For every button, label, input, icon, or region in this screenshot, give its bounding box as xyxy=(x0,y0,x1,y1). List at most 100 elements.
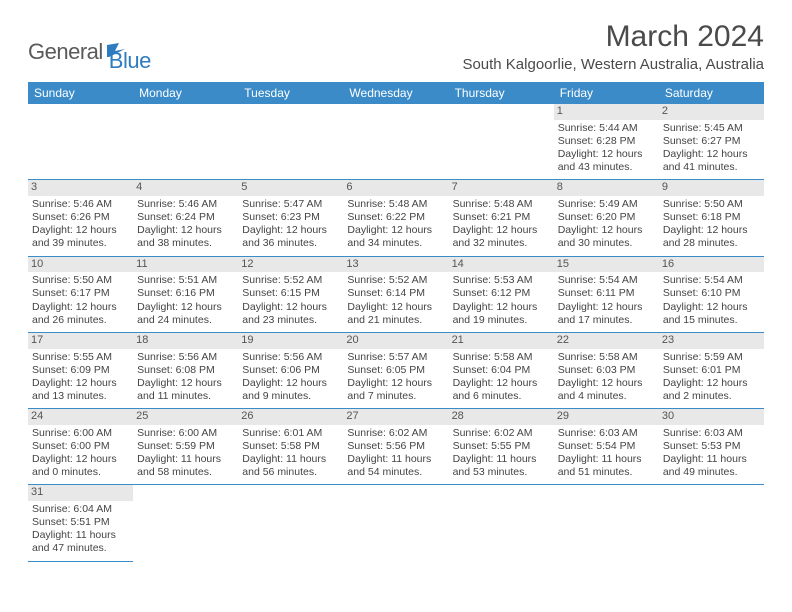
page-subtitle: South Kalgoorlie, Western Australia, Aus… xyxy=(462,56,764,73)
calendar-cell: 30 Sunrise: 6:03 AMSunset: 5:53 PMDayligh… xyxy=(659,409,764,485)
logo-word2: Blue xyxy=(109,48,151,74)
calendar-cell xyxy=(133,485,238,561)
calendar-body: 1 Sunrise: 5:44 AMSunset: 6:28 PMDaylight… xyxy=(28,104,764,561)
calendar-cell: 29 Sunrise: 6:03 AMSunset: 5:54 PMDayligh… xyxy=(554,409,659,485)
day-info: Sunrise: 5:48 AMSunset: 6:22 PMDaylight:… xyxy=(347,198,444,251)
calendar-cell: 10Sunrise: 5:50 AMSunset: 6:17 PMDayligh… xyxy=(28,256,133,332)
day-info: Sunrise: 5:50 AMSunset: 6:17 PMDaylight:… xyxy=(32,274,129,327)
day-number: 16 xyxy=(659,257,764,273)
title-block: March 2024 South Kalgoorlie, Western Aus… xyxy=(462,20,764,73)
day-info: Sunrise: 5:59 AMSunset: 6:01 PMDaylight:… xyxy=(663,351,760,404)
day-info: Sunrise: 5:54 AMSunset: 6:11 PMDaylight:… xyxy=(558,274,655,327)
day-number: 29 xyxy=(554,409,659,425)
day-info: Sunrise: 6:01 AMSunset: 5:58 PMDaylight:… xyxy=(242,427,339,480)
weekday-header: Wednesday xyxy=(343,82,448,104)
calendar-cell: 2 Sunrise: 5:45 AMSunset: 6:27 PMDaylight… xyxy=(659,104,764,180)
day-info: Sunrise: 5:56 AMSunset: 6:06 PMDaylight:… xyxy=(242,351,339,404)
calendar-cell: 18Sunrise: 5:56 AMSunset: 6:08 PMDayligh… xyxy=(133,332,238,408)
calendar-cell: 4 Sunrise: 5:46 AMSunset: 6:24 PMDaylight… xyxy=(133,180,238,256)
calendar-cell xyxy=(343,485,448,561)
weekday-header: Sunday xyxy=(28,82,133,104)
weekday-header: Saturday xyxy=(659,82,764,104)
calendar-cell xyxy=(238,485,343,561)
calendar-cell: 21Sunrise: 5:58 AMSunset: 6:04 PMDayligh… xyxy=(449,332,554,408)
calendar-row: 3 Sunrise: 5:46 AMSunset: 6:26 PMDaylight… xyxy=(28,180,764,256)
day-info: Sunrise: 5:57 AMSunset: 6:05 PMDaylight:… xyxy=(347,351,444,404)
day-number: 22 xyxy=(554,333,659,349)
day-number: 10 xyxy=(28,257,133,273)
day-info: Sunrise: 5:52 AMSunset: 6:15 PMDaylight:… xyxy=(242,274,339,327)
page-title: March 2024 xyxy=(462,20,764,54)
day-info: Sunrise: 5:52 AMSunset: 6:14 PMDaylight:… xyxy=(347,274,444,327)
calendar-cell: 11Sunrise: 5:51 AMSunset: 6:16 PMDayligh… xyxy=(133,256,238,332)
day-info: Sunrise: 6:03 AMSunset: 5:54 PMDaylight:… xyxy=(558,427,655,480)
calendar-cell: 7Sunrise: 5:48 AMSunset: 6:21 PMDaylight… xyxy=(449,180,554,256)
day-number: 23 xyxy=(659,333,764,349)
calendar-cell: 24 Sunrise: 6:00 AMSunset: 6:00 PMDayligh… xyxy=(28,409,133,485)
calendar-row: 10Sunrise: 5:50 AMSunset: 6:17 PMDayligh… xyxy=(28,256,764,332)
day-number: 19 xyxy=(238,333,343,349)
day-number: 20 xyxy=(343,333,448,349)
day-number: 4 xyxy=(133,180,238,196)
weekday-header: Thursday xyxy=(449,82,554,104)
calendar-cell: 23 Sunrise: 5:59 AMSunset: 6:01 PMDayligh… xyxy=(659,332,764,408)
calendar-cell: 9Sunrise: 5:50 AMSunset: 6:18 PMDaylight… xyxy=(659,180,764,256)
calendar-cell: 20 Sunrise: 5:57 AMSunset: 6:05 PMDayligh… xyxy=(343,332,448,408)
day-info: Sunrise: 5:53 AMSunset: 6:12 PMDaylight:… xyxy=(453,274,550,327)
day-info: Sunrise: 6:03 AMSunset: 5:53 PMDaylight:… xyxy=(663,427,760,480)
calendar-table: SundayMondayTuesdayWednesdayThursdayFrid… xyxy=(28,82,764,562)
day-number: 3 xyxy=(28,180,133,196)
day-number: 14 xyxy=(449,257,554,273)
calendar-cell: 5Sunrise: 5:47 AMSunset: 6:23 PMDaylight… xyxy=(238,180,343,256)
calendar-cell: 15Sunrise: 5:54 AMSunset: 6:11 PMDayligh… xyxy=(554,256,659,332)
day-info: Sunrise: 5:45 AMSunset: 6:27 PMDaylight:… xyxy=(663,122,760,175)
day-number: 8 xyxy=(554,180,659,196)
day-info: Sunrise: 6:00 AMSunset: 6:00 PMDaylight:… xyxy=(32,427,129,480)
day-info: Sunrise: 5:48 AMSunset: 6:21 PMDaylight:… xyxy=(453,198,550,251)
calendar-cell xyxy=(343,104,448,180)
calendar-row: 1 Sunrise: 5:44 AMSunset: 6:28 PMDaylight… xyxy=(28,104,764,180)
calendar-row: 24 Sunrise: 6:00 AMSunset: 6:00 PMDayligh… xyxy=(28,409,764,485)
day-number: 25 xyxy=(133,409,238,425)
calendar-cell: 31Sunrise: 6:04 AMSunset: 5:51 PMDayligh… xyxy=(28,485,133,561)
calendar-cell: 17Sunrise: 5:55 AMSunset: 6:09 PMDayligh… xyxy=(28,332,133,408)
calendar-row: 17Sunrise: 5:55 AMSunset: 6:09 PMDayligh… xyxy=(28,332,764,408)
logo: General Blue xyxy=(28,30,151,74)
day-number: 1 xyxy=(554,104,659,120)
day-info: Sunrise: 6:02 AMSunset: 5:55 PMDaylight:… xyxy=(453,427,550,480)
day-info: Sunrise: 6:04 AMSunset: 5:51 PMDaylight:… xyxy=(32,503,129,556)
day-info: Sunrise: 5:51 AMSunset: 6:16 PMDaylight:… xyxy=(137,274,234,327)
day-info: Sunrise: 5:49 AMSunset: 6:20 PMDaylight:… xyxy=(558,198,655,251)
logo-word1: General xyxy=(28,39,103,65)
header: General Blue March 2024 South Kalgoorlie… xyxy=(28,20,764,74)
day-info: Sunrise: 6:00 AMSunset: 5:59 PMDaylight:… xyxy=(137,427,234,480)
calendar-cell: 26 Sunrise: 6:01 AMSunset: 5:58 PMDayligh… xyxy=(238,409,343,485)
calendar-cell: 14Sunrise: 5:53 AMSunset: 6:12 PMDayligh… xyxy=(449,256,554,332)
calendar-cell xyxy=(449,104,554,180)
day-info: Sunrise: 5:44 AMSunset: 6:28 PMDaylight:… xyxy=(558,122,655,175)
day-number: 30 xyxy=(659,409,764,425)
day-number: 6 xyxy=(343,180,448,196)
calendar-cell: 13Sunrise: 5:52 AMSunset: 6:14 PMDayligh… xyxy=(343,256,448,332)
calendar-cell: 1 Sunrise: 5:44 AMSunset: 6:28 PMDaylight… xyxy=(554,104,659,180)
day-number: 24 xyxy=(28,409,133,425)
day-number: 15 xyxy=(554,257,659,273)
day-number: 26 xyxy=(238,409,343,425)
day-info: Sunrise: 5:54 AMSunset: 6:10 PMDaylight:… xyxy=(663,274,760,327)
day-info: Sunrise: 5:58 AMSunset: 6:03 PMDaylight:… xyxy=(558,351,655,404)
day-number: 2 xyxy=(659,104,764,120)
day-number: 11 xyxy=(133,257,238,273)
day-number: 18 xyxy=(133,333,238,349)
day-number: 27 xyxy=(343,409,448,425)
calendar-row: 31Sunrise: 6:04 AMSunset: 5:51 PMDayligh… xyxy=(28,485,764,561)
day-number: 13 xyxy=(343,257,448,273)
day-info: Sunrise: 5:46 AMSunset: 6:26 PMDaylight:… xyxy=(32,198,129,251)
calendar-cell: 28Sunrise: 6:02 AMSunset: 5:55 PMDayligh… xyxy=(449,409,554,485)
day-info: Sunrise: 5:46 AMSunset: 6:24 PMDaylight:… xyxy=(137,198,234,251)
weekday-header: Monday xyxy=(133,82,238,104)
calendar-cell xyxy=(554,485,659,561)
weekday-header: Tuesday xyxy=(238,82,343,104)
weekday-header-row: SundayMondayTuesdayWednesdayThursdayFrid… xyxy=(28,82,764,104)
calendar-cell xyxy=(449,485,554,561)
calendar-cell xyxy=(238,104,343,180)
